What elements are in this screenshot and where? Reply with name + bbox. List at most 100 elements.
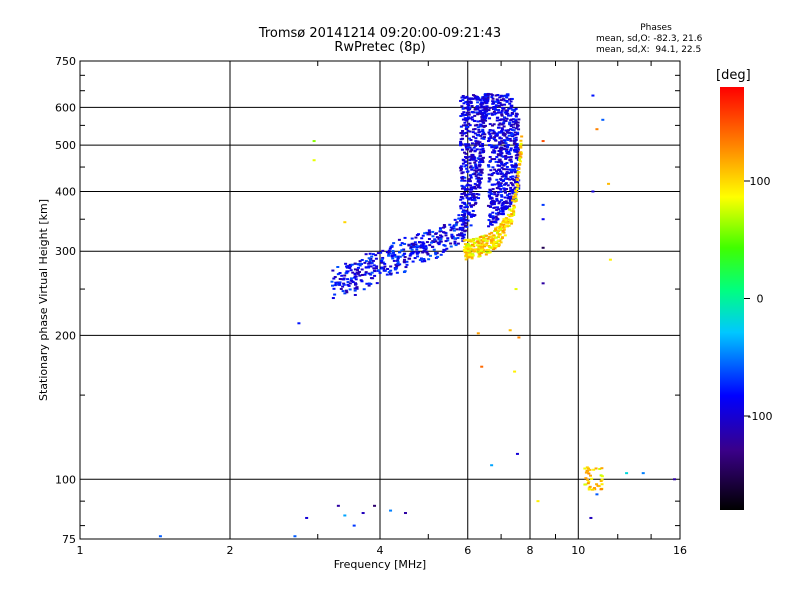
data-point xyxy=(491,129,495,132)
data-point xyxy=(468,137,472,140)
data-point xyxy=(595,493,599,496)
data-point xyxy=(478,125,482,128)
data-point xyxy=(498,159,502,162)
data-point xyxy=(507,196,511,199)
data-point xyxy=(506,224,510,227)
data-point xyxy=(520,135,524,138)
data-point xyxy=(386,268,390,271)
data-point xyxy=(509,195,513,198)
data-point xyxy=(517,336,521,339)
data-point xyxy=(601,118,605,121)
data-point xyxy=(412,242,416,245)
data-point xyxy=(469,150,473,153)
data-point xyxy=(477,246,481,249)
data-point xyxy=(505,205,509,208)
data-point xyxy=(333,276,337,279)
data-point xyxy=(509,155,513,158)
data-point xyxy=(505,152,509,155)
data-point xyxy=(368,260,372,263)
data-point xyxy=(503,234,507,237)
data-point xyxy=(405,260,409,263)
data-point xyxy=(497,233,501,236)
data-point xyxy=(496,99,500,102)
data-point xyxy=(489,144,493,147)
data-point xyxy=(389,265,393,268)
data-point xyxy=(491,211,495,214)
data-point xyxy=(466,212,470,215)
data-point xyxy=(583,467,587,470)
data-point xyxy=(472,204,476,207)
data-point xyxy=(510,183,514,186)
data-point xyxy=(500,104,504,107)
data-point xyxy=(484,108,488,111)
data-point xyxy=(504,155,508,158)
data-point xyxy=(443,249,447,252)
data-point xyxy=(503,111,507,114)
data-point xyxy=(505,165,509,168)
data-point xyxy=(498,141,502,144)
data-point xyxy=(464,144,468,147)
data-point xyxy=(492,151,496,154)
data-point xyxy=(485,237,489,240)
data-point xyxy=(496,213,500,216)
data-point xyxy=(475,184,479,187)
data-point xyxy=(501,213,505,216)
data-point xyxy=(595,128,599,131)
data-point xyxy=(471,118,475,121)
data-point xyxy=(511,108,515,111)
data-point xyxy=(372,264,376,267)
data-point xyxy=(463,165,467,168)
data-point xyxy=(469,205,473,208)
data-point xyxy=(454,244,458,247)
data-point xyxy=(504,182,508,185)
data-point xyxy=(501,230,505,233)
data-point xyxy=(453,242,457,245)
data-point xyxy=(468,101,472,104)
data-point xyxy=(460,218,464,221)
data-point xyxy=(478,182,482,185)
data-point xyxy=(365,282,369,285)
data-point xyxy=(488,197,492,200)
data-point xyxy=(369,277,373,280)
data-point xyxy=(470,110,474,113)
data-point xyxy=(496,181,500,184)
data-point xyxy=(511,175,515,178)
data-point xyxy=(481,97,485,100)
data-point xyxy=(519,153,523,156)
data-point xyxy=(487,137,491,140)
data-point xyxy=(489,235,493,238)
data-point xyxy=(511,118,515,121)
data-point xyxy=(405,263,409,266)
data-point xyxy=(374,254,378,257)
data-point xyxy=(500,199,504,202)
data-point xyxy=(472,146,476,149)
data-point xyxy=(496,230,500,233)
data-point xyxy=(509,128,513,131)
data-point xyxy=(368,252,372,255)
data-point xyxy=(490,200,494,203)
data-point xyxy=(357,271,361,274)
data-point xyxy=(491,217,495,220)
data-point xyxy=(442,231,446,234)
data-point xyxy=(468,162,472,165)
data-point xyxy=(491,220,495,223)
data-point xyxy=(388,252,392,255)
data-point xyxy=(498,137,502,140)
data-point xyxy=(460,192,464,195)
data-point xyxy=(460,179,464,182)
data-point xyxy=(500,114,504,117)
data-point xyxy=(496,206,500,209)
data-point xyxy=(459,169,463,172)
data-point xyxy=(489,202,493,205)
data-point xyxy=(496,161,500,164)
data-point xyxy=(336,273,340,276)
data-point xyxy=(472,192,476,195)
data-point xyxy=(507,221,511,224)
data-point xyxy=(364,253,368,256)
data-point xyxy=(468,249,472,252)
data-point xyxy=(495,100,499,103)
data-point xyxy=(390,244,394,247)
data-point xyxy=(370,255,374,258)
data-point xyxy=(474,165,478,168)
data-point xyxy=(471,154,475,157)
